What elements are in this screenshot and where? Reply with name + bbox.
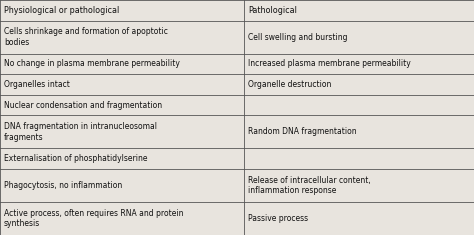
Text: Increased plasma membrane permeability: Increased plasma membrane permeability (248, 59, 410, 68)
Bar (244, 115, 474, 149)
Bar (0, 21, 244, 54)
Bar (0, 54, 244, 74)
Bar (0, 149, 244, 169)
Bar (0, 95, 244, 115)
Text: Random DNA fragmentation: Random DNA fragmentation (248, 127, 356, 137)
Text: DNA fragmentation in intranucleosomal
fragments: DNA fragmentation in intranucleosomal fr… (4, 122, 157, 142)
Text: Organelles intact: Organelles intact (4, 80, 70, 89)
Text: Release of intracellular content,
inflammation response: Release of intracellular content, inflam… (248, 176, 371, 196)
Bar (244, 21, 474, 54)
Text: Organelle destruction: Organelle destruction (248, 80, 331, 89)
Bar (244, 169, 474, 202)
Bar (244, 95, 474, 115)
Text: Nuclear condensation and fragmentation: Nuclear condensation and fragmentation (4, 101, 162, 110)
Bar (0, 74, 244, 95)
Bar (0, 0, 244, 21)
Bar (0, 202, 244, 235)
Text: Phagocytosis, no inflammation: Phagocytosis, no inflammation (4, 181, 122, 190)
Bar (0, 169, 244, 202)
Bar (0, 115, 244, 149)
Text: Pathological: Pathological (248, 6, 297, 15)
Bar (244, 74, 474, 95)
Text: Cell swelling and bursting: Cell swelling and bursting (248, 33, 347, 42)
Text: No change in plasma membrane permeability: No change in plasma membrane permeabilit… (4, 59, 180, 68)
Text: Cells shrinkage and formation of apoptotic
bodies: Cells shrinkage and formation of apoptot… (4, 27, 168, 47)
Text: Externalisation of phosphatidylserine: Externalisation of phosphatidylserine (4, 154, 147, 163)
Text: Active process, often requires RNA and protein
synthesis: Active process, often requires RNA and p… (4, 209, 183, 228)
Bar (244, 0, 474, 21)
Bar (244, 202, 474, 235)
Text: Passive process: Passive process (248, 214, 308, 223)
Bar (244, 149, 474, 169)
Bar (244, 54, 474, 74)
Text: Physiological or pathological: Physiological or pathological (4, 6, 119, 15)
